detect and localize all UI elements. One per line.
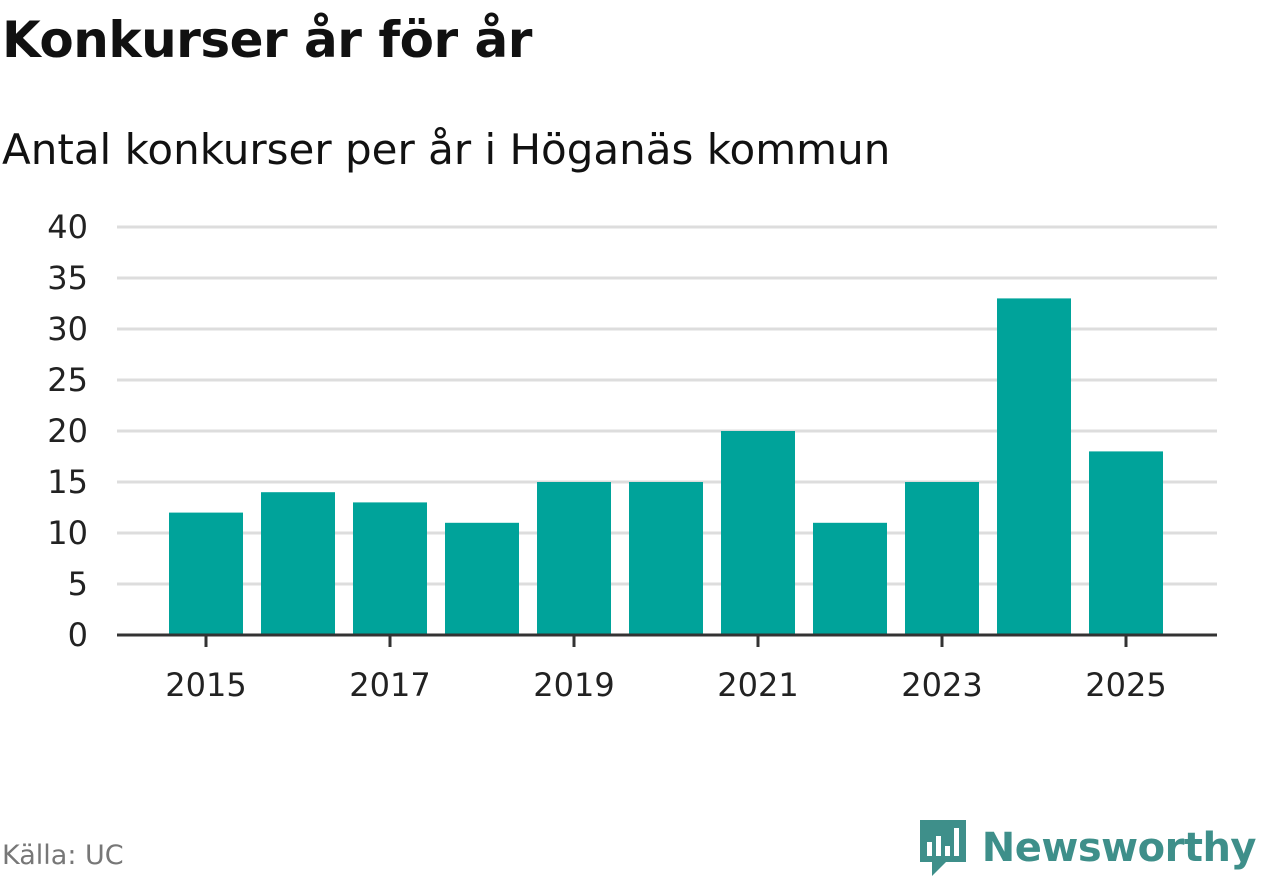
x-tick-label: 2017 bbox=[349, 666, 430, 704]
y-tick-label: 25 bbox=[47, 361, 88, 399]
x-tick-label: 2019 bbox=[533, 666, 614, 704]
x-tick-label: 2021 bbox=[717, 666, 798, 704]
bar-2023 bbox=[905, 482, 979, 635]
brand-name: Newsworthy bbox=[981, 825, 1257, 871]
bar-2016 bbox=[261, 492, 335, 635]
brand-logo: Newsworthy bbox=[918, 818, 1257, 878]
bar-2021 bbox=[721, 431, 795, 635]
y-tick-label: 40 bbox=[47, 208, 88, 246]
bars bbox=[169, 298, 1163, 635]
y-tick-label: 10 bbox=[47, 514, 88, 552]
x-tick-label: 2023 bbox=[901, 666, 982, 704]
bar-2015 bbox=[169, 512, 243, 635]
x-axis: 2015 2017 2019 2021 2023 2025 bbox=[117, 633, 1217, 704]
bar-2017 bbox=[353, 502, 427, 635]
y-tick-label: 35 bbox=[47, 259, 88, 297]
y-tick-label: 15 bbox=[47, 463, 88, 501]
x-tick-label: 2025 bbox=[1085, 666, 1166, 704]
x-tick-label: 2015 bbox=[165, 666, 246, 704]
chart-title: Konkurser år för år bbox=[2, 11, 532, 69]
bar-2018 bbox=[445, 522, 519, 635]
newsworthy-logo-icon bbox=[919, 820, 966, 876]
y-tick-label: 30 bbox=[47, 310, 88, 348]
bar-2025 bbox=[1089, 451, 1163, 635]
y-tick-label: 20 bbox=[47, 412, 88, 450]
y-tick-label: 0 bbox=[68, 616, 88, 654]
y-axis-labels: 0 5 10 15 20 25 30 35 40 bbox=[47, 208, 88, 654]
source-note: Källa: UC bbox=[2, 840, 124, 871]
bar-2019 bbox=[537, 482, 611, 635]
y-tick-label: 5 bbox=[68, 565, 88, 603]
bar-2020 bbox=[629, 482, 703, 635]
bar-2024 bbox=[997, 298, 1071, 635]
chart-subtitle: Antal konkurser per år i Höganäs kommun bbox=[2, 125, 891, 174]
bar-2022 bbox=[813, 522, 887, 635]
